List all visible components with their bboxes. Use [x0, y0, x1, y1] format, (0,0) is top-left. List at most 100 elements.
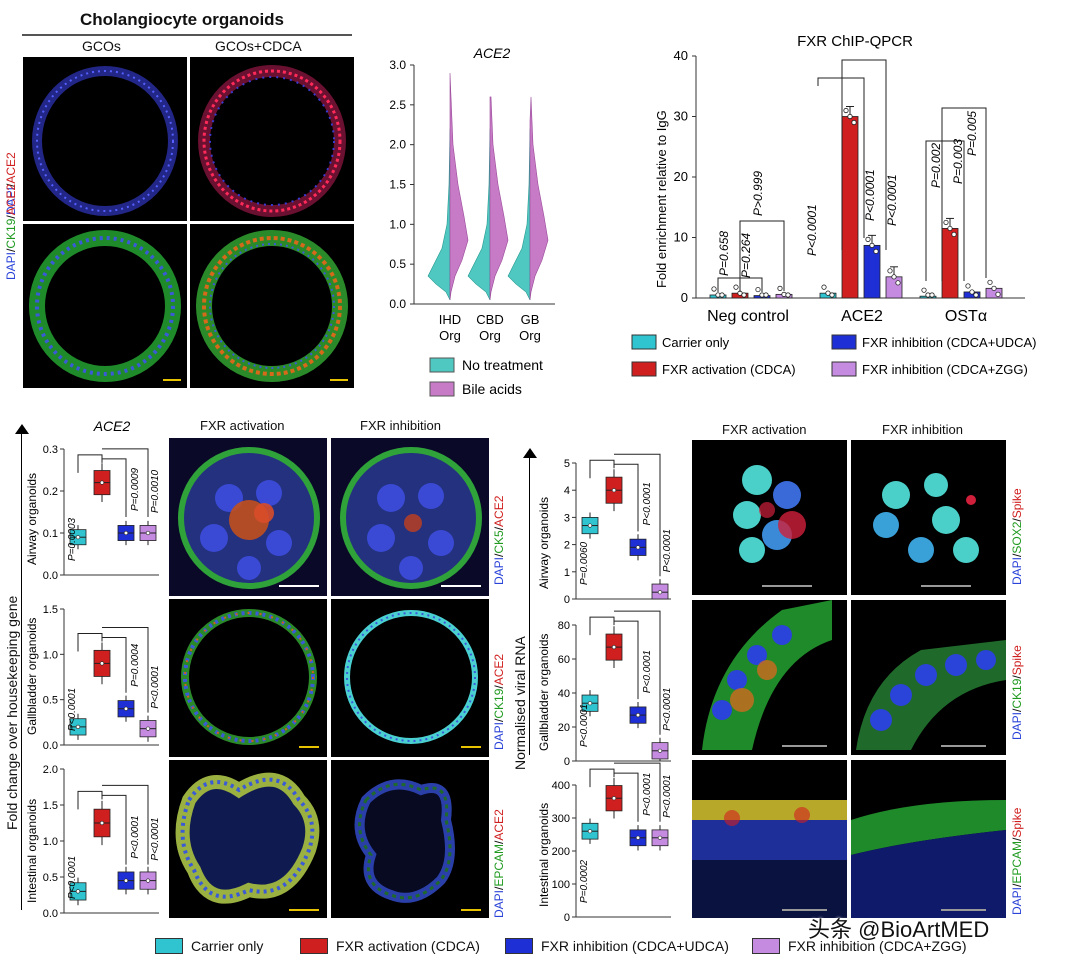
- bl-gallbladder-bracket-1: [77, 632, 103, 652]
- bl-airway-bracket-1: [77, 454, 103, 473]
- br-intestinal-point: [587, 829, 593, 834]
- chip-point: [887, 268, 893, 274]
- chip-bracket-n3: [739, 220, 785, 291]
- bl-gallbladder-point: [123, 706, 129, 711]
- br-gallbladder-bracket-3: [614, 610, 661, 735]
- bl-micro-airway-inhibition: [331, 438, 489, 596]
- bl-airway-panel: 0.3 0.2 0.1 0.0 Airway organoids P=0.0003 P=0.…: [25, 444, 161, 582]
- chip-p-n2: P=0.264: [739, 233, 753, 278]
- bl-gallbladder-ytick-label: 0.0: [43, 740, 58, 752]
- chip-point: [821, 284, 827, 290]
- bl-airway-point: [123, 530, 129, 536]
- violin-bile-acids-0: [449, 72, 469, 301]
- chip-group-ace2: ACE2: [841, 308, 883, 325]
- chip-qpcr-chart: FXR ChIP-QPCR Fold enrichment relative t…: [631, 33, 1036, 377]
- bl-airway-bracket-3: [102, 448, 149, 517]
- violin-ytick-label: 2.0: [389, 138, 406, 152]
- chip-point: [829, 292, 835, 298]
- chip-legend-carrier: Carrier only: [662, 335, 730, 350]
- chip-point: [873, 248, 879, 254]
- chip-point: [891, 274, 897, 280]
- chip-ytick-label: 20: [674, 169, 688, 184]
- bl-stain-gallbladder: DAPI/CK19/ACE2: [492, 653, 506, 750]
- chip-point: [741, 292, 747, 298]
- br-intestinal-ytick-label: 100: [552, 879, 570, 891]
- bl-gallbladder-point: [145, 726, 151, 731]
- panel-a-col-gcos-cdca: GCOs+CDCA: [215, 38, 302, 54]
- br-airway-ytick-label: 2: [564, 540, 570, 552]
- chip-point: [969, 289, 975, 295]
- bl-airway-bracket-2: [101, 458, 127, 517]
- bl-intestinal-ytick-label: 1.0: [43, 836, 58, 848]
- bl-airway-ytick-label: 0.2: [43, 486, 58, 498]
- chip-ytick-label: 10: [674, 230, 688, 245]
- violin-ytick-label: 2.5: [389, 98, 406, 112]
- chip-p-o1: P=0.002: [929, 143, 943, 188]
- br-airway-ytick-label: 5: [564, 458, 570, 470]
- bl-axis-arrow: [21, 430, 22, 910]
- chip-point: [947, 225, 953, 232]
- bl-title: ACE2: [93, 418, 131, 434]
- bl-gallbladder-panel: 1.5 1.0 0.5 0.0 Gallbladder organoids P<0.000…: [25, 604, 161, 752]
- bl-box-charts: ACE2 0.3 0.2 0.1 0.0 Airway organoids P=0.0003…: [25, 418, 161, 920]
- br-intestinal-pvalue: P<0.0001: [662, 775, 673, 818]
- bl-intestinal-bracket-2: [101, 794, 127, 865]
- violin-legend-bile-acids: Bile acids: [462, 381, 522, 397]
- br-airway-point: [587, 523, 593, 528]
- br-box-charts: 5 4 3 2 1 0 Airway organoids P=0.0060 P<0.0001 P<…: [537, 453, 673, 924]
- bl-col-activation: FXR activation: [200, 418, 285, 433]
- bl-intestinal-ytick-label: 0.0: [43, 908, 58, 920]
- legend-udca: FXR inhibition (CDCA+UDCA): [505, 938, 729, 954]
- chip-p-a2: P<0.0001: [863, 169, 877, 221]
- br-intestinal-bracket-3: [614, 762, 661, 822]
- br-gallbladder-ytick-label: 60: [558, 654, 570, 666]
- violin-legend-no-treatment: No treatment: [462, 357, 543, 373]
- legend-carrier: Carrier only: [155, 938, 263, 954]
- bl-airway-point: [99, 480, 105, 485]
- chip-ytick-label: 0: [681, 290, 688, 305]
- bl-intestinal-bracket-1: [77, 790, 103, 810]
- br-airway-ytick-label: 3: [564, 512, 570, 524]
- bl-intestinal-bracket-3: [102, 784, 149, 865]
- legend-zgg: FXR inhibition (CDCA+ZGG): [752, 938, 967, 954]
- bl-intestinal-point: [145, 878, 151, 883]
- panel-a-col-gcos: GCOs: [82, 38, 121, 54]
- chip-p-o2: P=0.003: [951, 139, 965, 184]
- violin-no-treatment-0: [427, 128, 451, 301]
- br-gallbladder-point: [635, 713, 641, 718]
- bl-intestinal-pvalue: P<0.0001: [130, 815, 141, 858]
- bl-stain-intestinal: DAPI/EPCAM/ACE2: [492, 809, 506, 918]
- br-airway-bracket-2: [613, 463, 639, 532]
- chip-point: [943, 219, 949, 226]
- micrograph-gcos-cdca-ck19: [190, 224, 354, 388]
- br-airway-ytick-label: 4: [564, 485, 570, 497]
- br-airway-point: [611, 488, 617, 493]
- chip-p-o3: P=0.005: [965, 111, 979, 156]
- chip-group-ost: OSTα: [945, 308, 987, 325]
- bl-airway-panel-name: Airway organoids: [25, 473, 39, 565]
- chip-point: [921, 287, 927, 293]
- chip-point: [951, 231, 957, 238]
- br-micro-airway-activation: [692, 440, 847, 595]
- br-axis-title: Normalised viral RNA: [512, 636, 528, 770]
- bl-gallbladder-ytick-label: 1.0: [43, 649, 58, 661]
- panel-a-title: Cholangiocyte organoids: [80, 10, 285, 29]
- chip-p-a1: P<0.0001: [805, 204, 819, 256]
- br-micro-gallbladder-activation: [692, 600, 847, 755]
- chip-point: [843, 107, 849, 114]
- br-axis-arrow: [529, 455, 530, 755]
- bl-intestinal-pvalue: P<0.0001: [150, 817, 161, 860]
- chip-point: [711, 286, 717, 292]
- bl-intestinal-panel: 2.0 1.5 1.0 0.5 0.0 Intestinal organoids P<0.0…: [25, 764, 161, 920]
- violin-xlabel-2: Org: [439, 328, 461, 343]
- bl-airway-ytick-label: 0.0: [43, 570, 58, 582]
- chip-point: [733, 284, 739, 290]
- br-gallbladder-bracket-2: [613, 620, 639, 700]
- bl-micro-gallbladder-activation: [169, 599, 327, 757]
- bl-col-inhibition: FXR inhibition: [360, 418, 441, 433]
- br-gallbladder-panel-name: Gallbladder organoids: [537, 634, 551, 751]
- chip-point: [785, 292, 791, 298]
- br-intestinal-ytick-label: 300: [552, 813, 570, 825]
- chip-point: [865, 236, 871, 242]
- micrograph-gcos-ck19: [23, 224, 187, 388]
